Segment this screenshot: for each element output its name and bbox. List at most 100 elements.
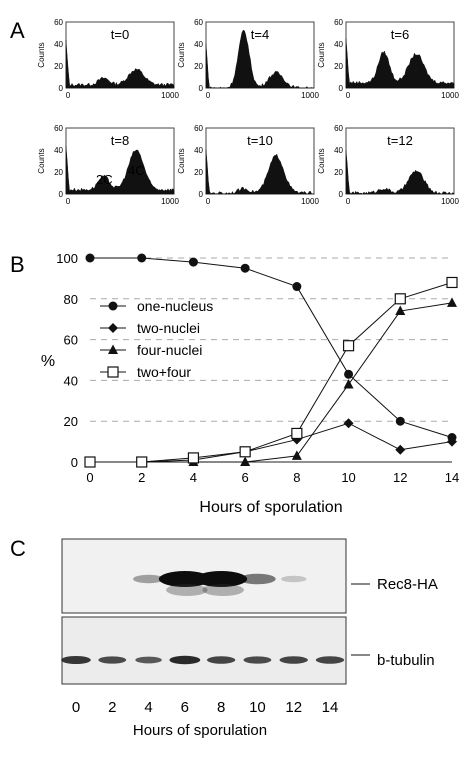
tubulin-band (169, 655, 201, 665)
marker-open-square (136, 456, 148, 468)
marker-circle (240, 263, 250, 273)
histogram-grid: t=0 Counts 0 20 40 60 0 1000 t=4 Counts 0 20 40 60 0 10… (37, 18, 459, 206)
histogram-ytick: 60 (54, 124, 63, 133)
histogram-xtick: 0 (66, 197, 71, 206)
marker-open-square (107, 366, 119, 378)
marker-open-square (291, 427, 303, 440)
series-line-one-nucleus (90, 257, 453, 438)
legend-label: four-nuclei (137, 342, 202, 358)
histogram-ylabel: Counts (177, 148, 186, 173)
y-tick-label: 20 (64, 414, 78, 429)
marker-open-square (239, 446, 251, 458)
lane-label: 14 (322, 699, 339, 716)
western-blot: Rec8-HA b-tubulin 0 2 4 6 8 10 12 14 Hours of spor… (61, 538, 438, 739)
marker-circle (188, 257, 198, 267)
legend-label: two-nuclei (137, 320, 200, 336)
y-tick-label: 60 (64, 333, 78, 348)
tubulin-band (243, 656, 272, 664)
marker-circle (85, 253, 95, 263)
marker-circle (447, 433, 457, 443)
histogram-ytick: 0 (59, 84, 64, 93)
rec8-band-smear (202, 584, 244, 596)
lane-label: 12 (285, 699, 302, 716)
series-line-two+four (90, 282, 453, 463)
histogram-ytick: 40 (334, 40, 343, 49)
histogram-ytick: 20 (194, 62, 203, 71)
histogram-ytick: 40 (334, 146, 343, 155)
histogram-area (205, 149, 315, 195)
histogram-xtick: 1000 (301, 197, 319, 206)
y-tick-label: 100 (56, 251, 78, 266)
marker-circle (108, 301, 118, 311)
legend-label: one-nucleus (137, 298, 213, 314)
histogram-xtick: 0 (346, 91, 351, 100)
histogram-xtick: 0 (346, 197, 351, 206)
histogram-area (345, 38, 455, 89)
histogram-ytick: 60 (194, 18, 203, 27)
y-tick-label: 80 (64, 292, 78, 307)
histogram-title: t=12 (387, 133, 413, 148)
histogram-xtick: 1000 (161, 91, 179, 100)
tubulin-band (98, 656, 127, 664)
marker-open-square (187, 452, 200, 464)
histogram-xtick: 1000 (161, 197, 179, 206)
histogram-ytick: 0 (339, 190, 344, 199)
marker-diamond (395, 444, 406, 455)
rec8-band (239, 573, 276, 585)
x-axis-label: Hours of sporulation (199, 499, 342, 516)
histogram-ylabel: Counts (37, 148, 46, 173)
legend-label: two+four (137, 364, 191, 380)
histogram-xtick: 1000 (301, 91, 319, 100)
marker-diamond (343, 418, 354, 429)
histogram-ytick: 60 (54, 18, 63, 27)
tubulin-label: b-tubulin (377, 652, 435, 669)
histogram-ylabel: Counts (317, 42, 326, 67)
histogram-area (65, 39, 175, 89)
y-tick-label: 0 (71, 455, 78, 470)
rec8-band (133, 574, 165, 584)
marker-open-square (84, 456, 96, 468)
blot-x-label: Hours of sporulation (133, 722, 267, 739)
rec8-band (281, 575, 307, 583)
lane-label: 2 (108, 699, 116, 716)
histogram-ytick: 20 (54, 168, 63, 177)
marker-circle (292, 282, 302, 292)
histogram-title: t=10 (247, 133, 273, 148)
lane-label: 4 (144, 699, 152, 716)
histogram-ytick: 40 (194, 146, 203, 155)
marker-triangle (343, 378, 354, 389)
marker-circle (395, 416, 405, 426)
blot-panel-tubulin (61, 616, 347, 685)
histogram-xtick: 1000 (441, 197, 459, 206)
lane-label: 0 (72, 699, 80, 716)
histogram-xtick: 1000 (441, 91, 459, 100)
histogram-ytick: 20 (194, 168, 203, 177)
histogram-ytick: 0 (339, 84, 344, 93)
histogram-ytick: 60 (194, 124, 203, 133)
histogram-ylabel: Counts (37, 42, 46, 67)
histogram-ylabel: Counts (317, 148, 326, 173)
x-tick-label: 2 (138, 470, 145, 485)
rec8-band (195, 571, 248, 587)
histogram-xtick: 0 (206, 91, 211, 100)
series-line-four-nuclei (90, 302, 453, 463)
histogram-ytick: 40 (54, 40, 63, 49)
histogram-area (205, 29, 314, 89)
histogram-ytick: 60 (334, 124, 343, 133)
histogram-ylabel: Counts (177, 42, 186, 67)
marker-open-square (342, 340, 355, 352)
histogram-ytick: 40 (194, 40, 203, 49)
lane-label: 6 (181, 699, 189, 716)
histogram-title: t=0 (111, 27, 129, 42)
line-chart: 0 20 40 60 80 100 0 2 4 6 8 10 12 14 Hours of sporulat… (41, 251, 459, 516)
y-tick-label: 40 (64, 373, 78, 388)
histogram-title: t=4 (251, 27, 269, 42)
marker-triangle (291, 450, 302, 460)
rec8-band-smear (166, 584, 208, 596)
histogram-xtick: 0 (66, 91, 71, 100)
panel-label-a: A (10, 18, 25, 43)
marker-circle (344, 369, 354, 379)
tubulin-band (279, 656, 308, 664)
tubulin-band (206, 656, 236, 664)
